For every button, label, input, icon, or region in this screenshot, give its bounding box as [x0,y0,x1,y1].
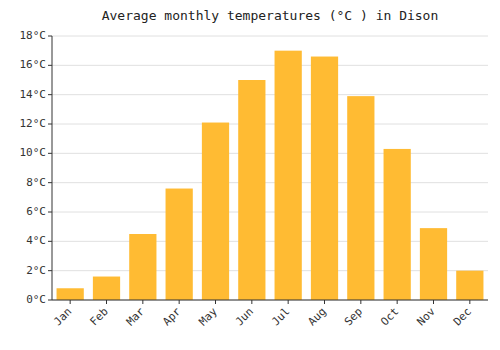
y-tick [48,124,52,125]
y-axis-line [52,36,53,300]
grid-line [52,94,488,95]
grid-line [52,124,488,125]
x-tick-label: Jan [51,305,74,328]
bar [202,123,229,300]
x-tick [288,300,289,304]
x-tick-label: May [196,305,220,329]
y-tick [48,182,52,183]
y-tick-label: 6°C [26,205,46,218]
y-tick [48,212,52,213]
y-tick [48,94,52,95]
page: {"chart_data": {"type": "bar", "title": … [0,0,500,350]
x-tick [469,300,470,304]
x-tick-label: Feb [87,305,110,328]
x-tick [397,300,398,304]
y-tick [48,270,52,271]
x-axis-line [52,300,488,301]
x-tick [179,300,180,304]
y-tick [48,36,52,37]
title: Average monthly temperatures (°C ) in Di… [102,8,439,23]
y-tick-label: 4°C [26,234,46,247]
bar [166,189,193,300]
bar [57,288,84,300]
y-tick-label: 2°C [26,264,46,277]
x-tick-label: Oct [378,305,401,328]
x-tick [324,300,325,304]
bar [93,277,120,300]
x-tick [142,300,143,304]
bar [311,57,338,300]
x-tick-label: Jun [233,305,256,328]
y-tick-label: 8°C [26,176,46,189]
x-tick-label: Jul [269,305,292,328]
x-tick-label: Nov [414,305,438,329]
y-tick-label: 0°C [26,293,46,306]
grid-line [52,153,488,154]
x-tick-label: Apr [160,305,184,329]
grid-line [52,36,488,37]
y-tick-label: 14°C [20,88,47,101]
bar [384,149,411,300]
bar [129,234,156,300]
bar [420,228,447,300]
grid-line [52,212,488,213]
bar [275,51,302,300]
axes: 0°C 2°C 4°C 6°C 8°C 10°C 12°C 14°C 16°C 18°C Jan Fe… [20,29,489,328]
bar [347,96,374,300]
y-tick-label: 16°C [20,58,47,71]
chart-container: 0°C 2°C 4°C 6°C 8°C 10°C 12°C 14°C 16°C 18°C Jan Fe… [0,0,500,350]
y-tick-label: 12°C [20,117,47,130]
chart-svg: 0°C 2°C 4°C 6°C 8°C 10°C 12°C 14°C 16°C 18°C Jan Fe… [0,0,500,350]
y-tick-label: 10°C [20,146,47,159]
x-tick [360,300,361,304]
x-tick [70,300,71,304]
grid-line [52,300,488,301]
grid-line [52,182,488,183]
bars [57,51,484,300]
x-tick-label: Sep [342,305,365,328]
y-tick [48,241,52,242]
grid [52,36,488,300]
y-tick-label: 18°C [20,29,47,42]
x-tick [106,300,107,304]
x-tick [251,300,252,304]
y-tick [48,153,52,154]
bar [456,271,483,300]
x-tick [433,300,434,304]
y-tick [48,300,52,301]
x-tick-label: Mar [124,305,148,329]
bar [238,80,265,300]
x-tick-label: Aug [305,305,328,328]
x-tick [215,300,216,304]
grid-line [52,65,488,66]
y-tick [48,65,52,66]
x-tick-label: Dec [451,305,474,328]
